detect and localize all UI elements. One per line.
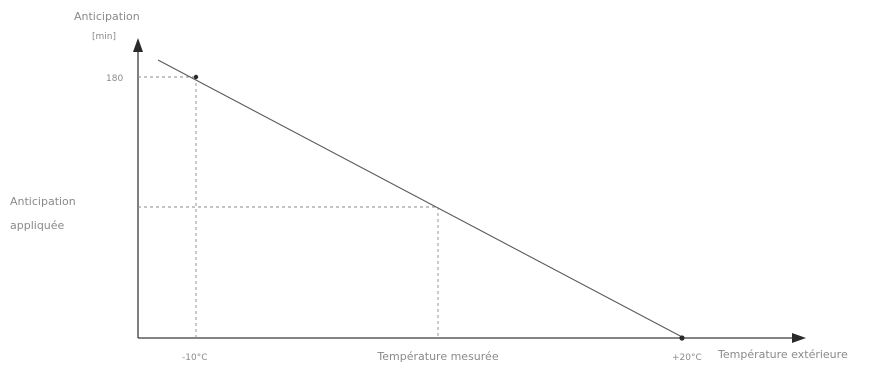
x-tick-minus10: -10°C [182,353,207,363]
x-axis-arrow [792,333,806,343]
x-axis-title: Température extérieure [717,348,848,361]
point-plus20-0 [679,335,685,341]
x-tick-measured: Température mesurée [376,350,498,363]
y-axis-title: Anticipation [74,10,140,23]
applied-label-line2: appliquée [10,219,65,232]
x-tick-plus20: +20°C [672,353,702,363]
y-tick-180: 180 [106,74,123,84]
point-minus10-180 [193,74,199,80]
applied-label-line1: Anticipation [10,195,76,208]
y-axis-unit: [min] [92,32,116,42]
y-axis-arrow [133,38,143,52]
anticipation-line [157,59,685,339]
